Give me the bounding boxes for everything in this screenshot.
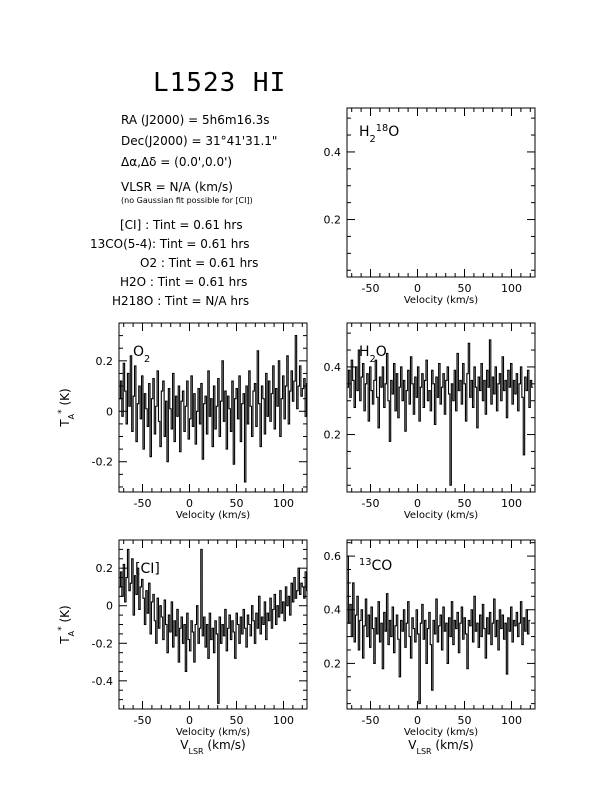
13co-xtick-label: 0 [414,714,421,727]
o2-spectrum-line [119,335,308,483]
h218o-xlabel: Velocity (km/s) [404,295,478,306]
tint-h218o: H218O : Tint = N/A hrs [112,294,250,308]
h2o-xtick-label: 100 [501,497,522,510]
ra-label: RA (J2000) = 5h6m16.3s [121,113,270,127]
h218o-frame [346,107,536,278]
o2-ytick-label: -0.2 [92,456,113,469]
h218o-xtick-label: 0 [414,282,421,295]
ci-xlabel2: VLSR (km/s) [180,738,245,756]
o2-ytick-label: 0.2 [96,355,114,368]
13co-ytick-label: 0.6 [324,550,342,563]
fit-note: (no Gaussian fit possible for [CI]) [121,196,253,205]
ci-xtick-label: 100 [273,714,294,727]
o2-panel-label: O2 [133,344,150,365]
dec-label: Dec(J2000) = 31°41'31.1" [121,134,278,148]
13co-xtick-label: -50 [362,714,380,727]
tint-o2: O2 : Tint = 0.61 hrs [140,256,259,270]
h2o-frame [346,322,536,493]
13co-xlabel2: VLSR (km/s) [408,738,473,756]
h218o-xtick-label: 50 [458,282,472,295]
o2-ytick-label: 0 [106,405,113,418]
o2-xtick-label: 0 [186,497,193,510]
13co-xtick-label: 100 [501,714,522,727]
h218o-panel-label: H218O [359,123,399,145]
h218o-ytick-label: 0.4 [324,146,342,159]
o2-xtick-label: 100 [273,497,294,510]
h218o-ytick-label: 0.2 [324,214,342,227]
o2-ylabel: TA* (K) [57,388,76,427]
h2o-ytick-label: 0.4 [324,361,342,374]
tint-ci: [CI] : Tint = 0.61 hrs [120,218,243,232]
h2o-xlabel: Velocity (km/s) [404,510,478,521]
h2o-xtick-label: 50 [458,497,472,510]
h2o-ytick-label: 0.2 [324,429,342,442]
tint-13co: 13CO(5-4): Tint = 0.61 hrs [90,237,250,251]
13co-frame [346,539,536,710]
ci-xtick-label: -50 [134,714,152,727]
h2o-xtick-label: -50 [362,497,380,510]
o2-xtick-label: -50 [134,497,152,510]
h2o-xtick-label: 0 [414,497,421,510]
ci-ytick-label: -0.4 [92,675,113,688]
13co-spectrum-line [347,555,531,705]
page-title: L1523 HI [153,68,287,98]
ci-xtick-label: 0 [186,714,193,727]
offset-label: Δα,Δδ = (0.0',0.0') [121,155,233,169]
13co-xlabel: Velocity (km/s) [404,727,478,738]
h2o-panel-label: H2O [359,344,387,365]
ci-ylabel: TA* (K) [57,605,76,644]
vlsr-label: VLSR = N/A (km/s) [121,180,233,194]
13co-ytick-label: 0.4 [324,604,342,617]
ci-ytick-label: -0.2 [92,637,113,650]
ci-ytick-label: 0.2 [96,562,114,575]
o2-xlabel: Velocity (km/s) [176,510,250,521]
tint-h2o: H2O : Tint = 0.61 hrs [120,275,248,289]
13co-panel-label: 13CO [359,557,392,575]
13co-xtick-label: 50 [458,714,472,727]
ci-ytick-label: 0 [106,600,113,613]
ci-panel-label: [CI] [135,561,160,577]
h218o-xtick-label: 100 [501,282,522,295]
13co-ytick-label: 0.2 [324,657,342,670]
ci-xtick-label: 50 [230,714,244,727]
h218o-xtick-label: -50 [362,282,380,295]
ci-spectrum-line [119,548,308,704]
h2o-spectrum-line [347,339,534,486]
ci-xlabel: Velocity (km/s) [176,727,250,738]
o2-xtick-label: 50 [230,497,244,510]
